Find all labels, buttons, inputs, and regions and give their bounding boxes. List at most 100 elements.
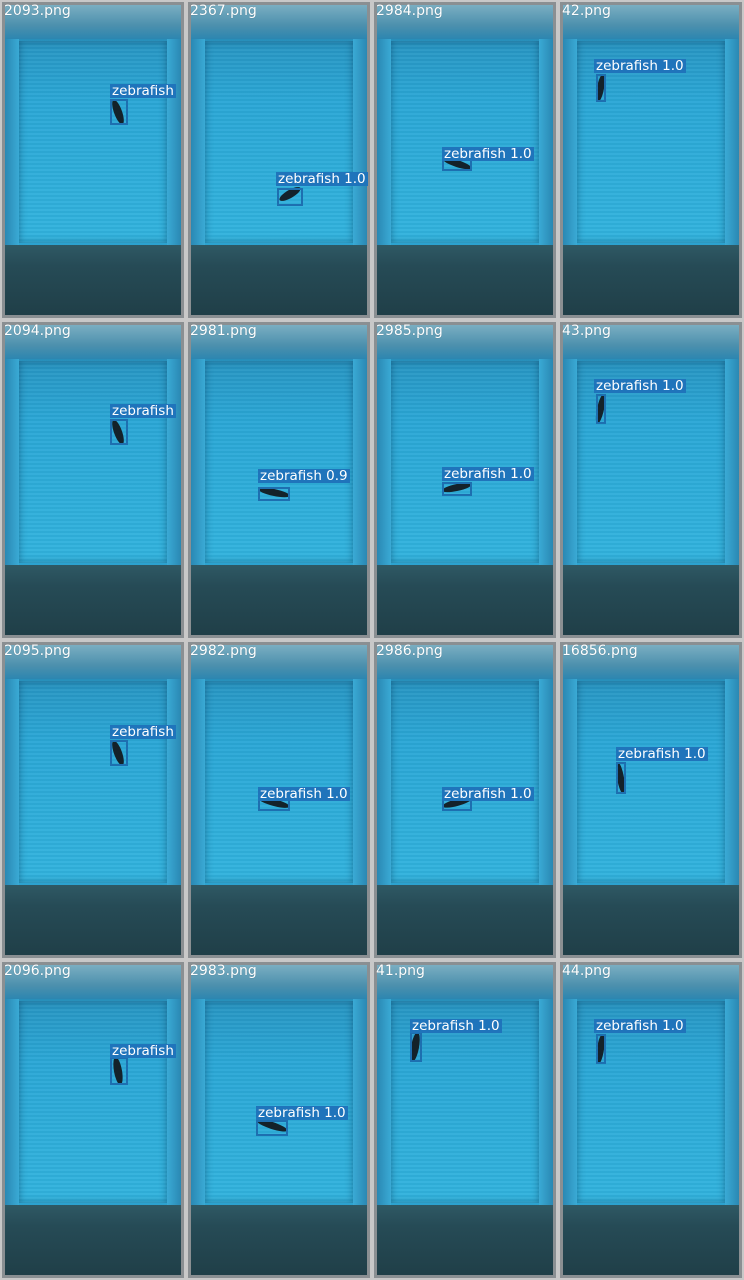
detection-bounding-box <box>110 419 128 445</box>
image-filename: 2367.png <box>190 3 257 19</box>
image-tile: zebrafish 1.0 43.png <box>560 322 742 638</box>
detection-bounding-box <box>596 1034 606 1064</box>
image-filename: 2094.png <box>4 323 71 339</box>
tank-rim <box>377 5 553 39</box>
tank-floor <box>191 1205 367 1275</box>
tank-side-right <box>167 39 181 245</box>
detection-label: zebrafish 1.0 <box>594 378 686 394</box>
image-filename: 2983.png <box>190 963 257 979</box>
tank-wall <box>5 645 181 885</box>
tank-floor <box>191 565 367 635</box>
tank-side-right <box>539 999 553 1205</box>
tank-rim <box>191 965 367 999</box>
tank-side-left <box>5 359 19 565</box>
detection-label: zebrafish <box>110 83 176 99</box>
tank-floor <box>563 885 739 955</box>
tank-side-right <box>539 359 553 565</box>
detection-bounding-box <box>616 762 626 794</box>
tank-side-left <box>377 359 391 565</box>
tank-side-left <box>563 39 577 245</box>
tank-photo <box>5 325 181 635</box>
image-tile: zebrafish 1.0 2367.png <box>188 2 370 318</box>
detection-label: zebrafish 0.9 <box>258 468 350 484</box>
detection-label: zebrafish 1.0 <box>594 58 686 74</box>
tank-water <box>205 1001 353 1203</box>
image-filename: 44.png <box>562 963 611 979</box>
tank-wall <box>191 325 367 565</box>
detection-label: zebrafish 1.0 <box>256 1105 348 1121</box>
tank-rim <box>563 645 739 679</box>
detection-bounding-box <box>596 74 606 102</box>
tank-rim <box>5 965 181 999</box>
tank-water <box>391 681 539 883</box>
tank-side-left <box>563 359 577 565</box>
image-filename: 42.png <box>562 3 611 19</box>
tank-floor <box>377 1205 553 1275</box>
tank-floor <box>191 885 367 955</box>
image-filename: 2095.png <box>4 643 71 659</box>
tank-water <box>205 41 353 243</box>
tank-rim <box>563 325 739 359</box>
tank-water <box>19 681 167 883</box>
detection-bounding-box <box>442 482 472 496</box>
tank-photo <box>563 645 739 955</box>
tank-rim <box>377 325 553 359</box>
tank-water <box>19 361 167 563</box>
tank-wall <box>563 965 739 1205</box>
tank-side-left <box>5 679 19 885</box>
tank-side-right <box>725 679 739 885</box>
tank-water <box>391 41 539 243</box>
image-filename: 41.png <box>376 963 425 979</box>
tank-water <box>205 361 353 563</box>
detection-label: zebrafish 1.0 <box>276 171 368 187</box>
image-filename: 2985.png <box>376 323 443 339</box>
tank-wall <box>191 5 367 245</box>
tank-floor <box>377 565 553 635</box>
tank-side-right <box>353 39 367 245</box>
tank-rim <box>191 5 367 39</box>
detection-label: zebrafish 1.0 <box>442 146 534 162</box>
detection-bounding-box <box>110 99 128 125</box>
tank-photo <box>191 645 367 955</box>
tank-rim <box>5 5 181 39</box>
image-tile: zebrafish 1.0 16856.png <box>560 642 742 958</box>
detection-label: zebrafish 1.0 <box>410 1018 502 1034</box>
tank-side-right <box>725 999 739 1205</box>
detection-label: zebrafish 1.0 <box>258 786 350 802</box>
tank-side-left <box>191 679 205 885</box>
image-filename: 2093.png <box>4 3 71 19</box>
tank-side-left <box>191 359 205 565</box>
detection-label: zebrafish <box>110 403 176 419</box>
tank-wall <box>563 325 739 565</box>
detection-label: zebrafish 1.0 <box>594 1018 686 1034</box>
image-filename: 2984.png <box>376 3 443 19</box>
image-tile: zebrafish 1.0 44.png <box>560 962 742 1278</box>
detection-bounding-box <box>277 188 303 206</box>
tank-rim <box>377 645 553 679</box>
tank-photo <box>377 645 553 955</box>
image-tile: zebrafish 2094.png <box>2 322 184 638</box>
tank-rim <box>377 965 553 999</box>
tank-side-right <box>725 359 739 565</box>
tank-floor <box>377 245 553 315</box>
image-tile: zebrafish 1.0 2982.png <box>188 642 370 958</box>
image-tile: zebrafish 1.0 2986.png <box>374 642 556 958</box>
image-tile: zebrafish 2095.png <box>2 642 184 958</box>
image-tile: zebrafish 1.0 42.png <box>560 2 742 318</box>
tank-side-right <box>353 999 367 1205</box>
image-tile: zebrafish 1.0 41.png <box>374 962 556 1278</box>
tank-side-left <box>191 999 205 1205</box>
image-filename: 43.png <box>562 323 611 339</box>
tank-rim <box>191 325 367 359</box>
tank-wall <box>563 5 739 245</box>
image-filename: 2986.png <box>376 643 443 659</box>
tank-side-left <box>5 39 19 245</box>
tank-side-right <box>725 39 739 245</box>
tank-water <box>391 361 539 563</box>
detection-label: zebrafish 1.0 <box>442 786 534 802</box>
tank-photo <box>5 965 181 1275</box>
image-tile: zebrafish 0.9 2981.png <box>188 322 370 638</box>
tank-side-left <box>563 999 577 1205</box>
image-filename: 2982.png <box>190 643 257 659</box>
tank-photo <box>563 965 739 1275</box>
